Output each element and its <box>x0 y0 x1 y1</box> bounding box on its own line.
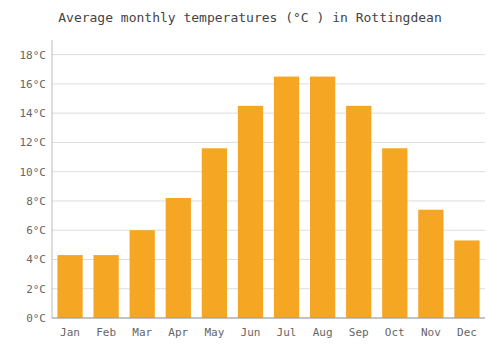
x-tick-label: Jul <box>277 326 297 339</box>
bars <box>57 77 479 318</box>
y-tick-label: 4°C <box>26 253 46 266</box>
y-tick-label: 12°C <box>20 136 47 149</box>
bar <box>418 210 443 318</box>
bar <box>93 255 118 318</box>
x-tick-label: Feb <box>96 326 116 339</box>
x-ticks: Jan Feb Mar Apr May Jun Jul Aug Sep Oct Nov Dec <box>60 326 477 339</box>
bar <box>57 255 82 318</box>
bar <box>130 230 155 318</box>
y-tick-label: 10°C <box>20 166 47 179</box>
x-tick-label: Jun <box>241 326 261 339</box>
x-tick-label: Dec <box>457 326 477 339</box>
x-tick-label: May <box>204 326 224 339</box>
grid-line <box>52 113 485 114</box>
x-axis-line <box>52 318 485 319</box>
grid-line <box>52 83 485 84</box>
grid-line <box>52 142 485 143</box>
x-tick-label: Apr <box>168 326 188 339</box>
grid-line <box>52 318 485 319</box>
bar <box>382 148 407 318</box>
title: Average monthly temperatures (°C ) in Ro… <box>58 10 442 25</box>
x-tick-label: Mar <box>132 326 152 339</box>
x-tick-label: Nov <box>421 326 441 339</box>
grid-line <box>52 171 485 172</box>
x-tick-label: Jan <box>60 326 80 339</box>
x-tick-label: Oct <box>385 326 405 339</box>
y-axis-line <box>52 40 53 318</box>
bar <box>238 106 263 318</box>
bar <box>454 240 479 318</box>
bar <box>310 77 335 318</box>
grid-line <box>52 54 485 55</box>
y-tick-label: 2°C <box>26 283 46 296</box>
y-tick-label: 14°C <box>20 107 47 120</box>
y-tick-label: 6°C <box>26 224 46 237</box>
bar <box>274 77 299 318</box>
x-tick-label: Sep <box>349 326 369 339</box>
chart-root: Average monthly temperatures (°C ) in Ro… <box>0 0 500 350</box>
x-tick-label: Aug <box>313 326 333 339</box>
grid-line <box>52 200 485 201</box>
bar <box>166 198 191 318</box>
bar <box>202 148 227 318</box>
bar <box>346 106 371 318</box>
y-ticks: 0°C 2°C 4°C 6°C 8°C 10°C 12°C 14°C 16°C 18°C <box>20 49 47 325</box>
y-tick-label: 16°C <box>20 78 47 91</box>
y-tick-label: 0°C <box>26 312 46 325</box>
y-tick-label: 8°C <box>26 195 46 208</box>
grid <box>52 55 485 318</box>
y-tick-label: 18°C <box>20 49 47 62</box>
chart: Average monthly temperatures (°C ) in Ro… <box>0 0 500 350</box>
